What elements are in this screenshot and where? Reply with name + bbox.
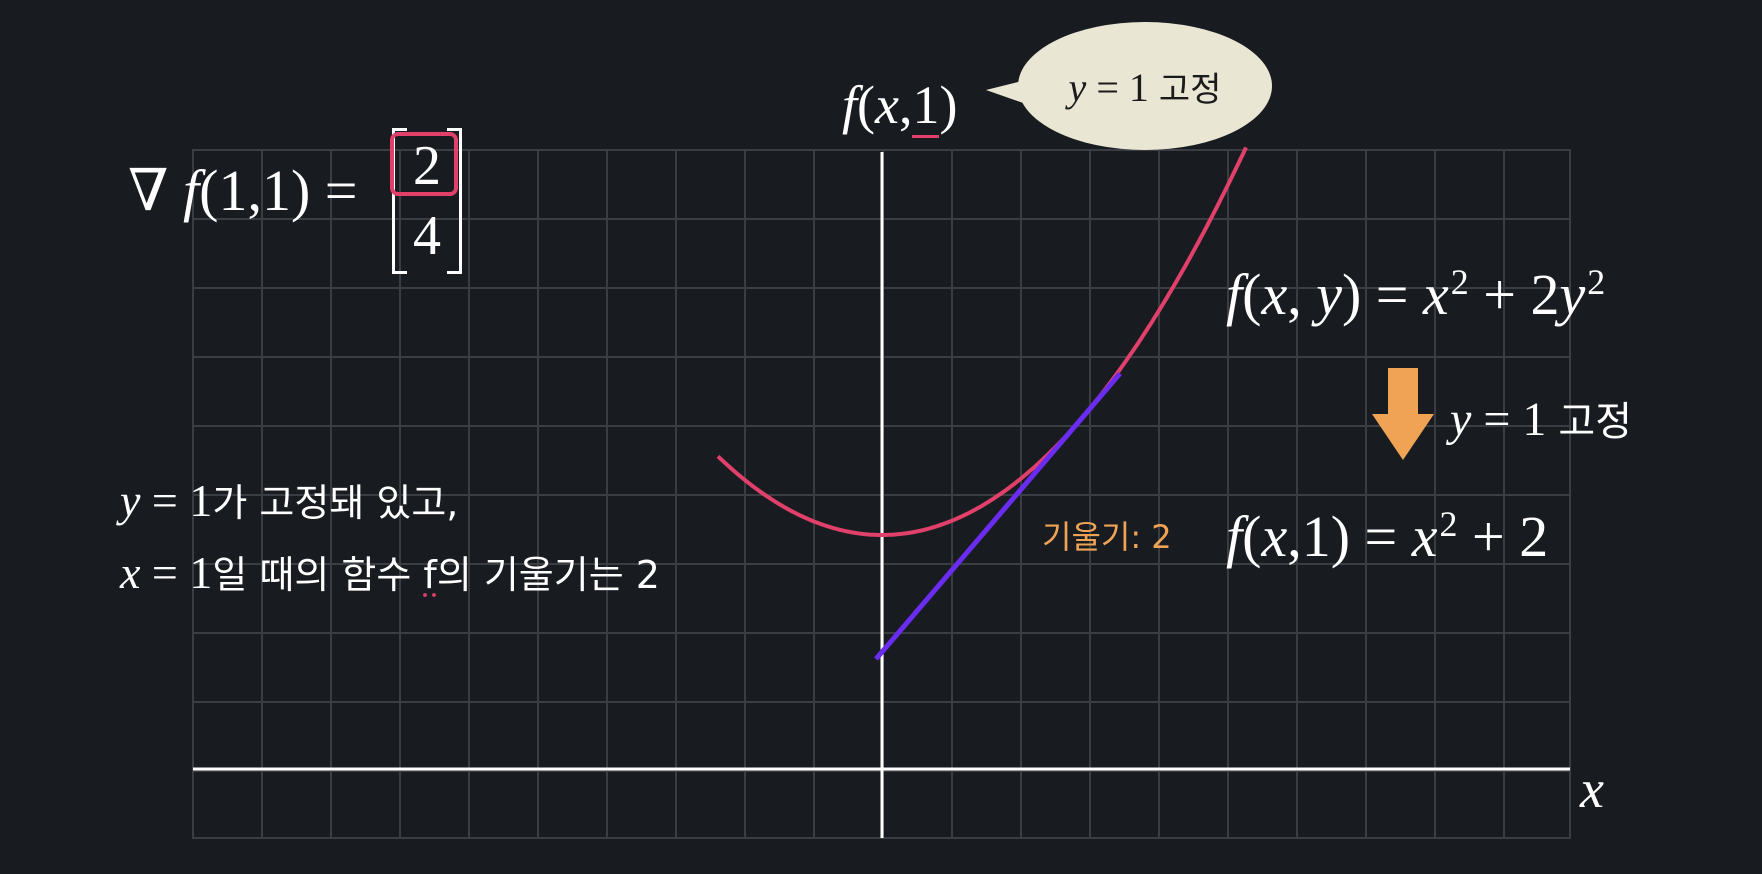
explain2-text-b: 의 기울기는 2 bbox=[436, 553, 660, 597]
explain2-text-a: 일 때의 함수 bbox=[212, 553, 424, 597]
curve-comma: , bbox=[898, 75, 913, 135]
bubble-eq: = 1 bbox=[1086, 65, 1159, 110]
gradient-args: (1,1) = bbox=[199, 158, 358, 223]
eq-fixed-func: f bbox=[1226, 504, 1243, 569]
eq-full-exp2: 2 bbox=[1587, 262, 1606, 303]
eq-fixed-equals: = bbox=[1350, 504, 1412, 569]
curve-fixed-value: 1 bbox=[912, 75, 940, 138]
explain1-var: y bbox=[120, 475, 141, 526]
left-bracket bbox=[392, 128, 407, 274]
eq-full-func: f bbox=[1226, 262, 1243, 327]
eq-fixed-rest: ,1) bbox=[1287, 504, 1351, 569]
gradient-vector: 2 4 bbox=[390, 128, 462, 274]
bubble-word: 고정 bbox=[1158, 70, 1222, 110]
equation-fixed: f(x,1) = x2 + 2 bbox=[1226, 506, 1548, 566]
down-arrow-icon bbox=[1372, 368, 1434, 460]
tangent-line bbox=[874, 371, 1122, 661]
eq-full-term1: x bbox=[1423, 262, 1449, 327]
explain2-eq: = 1 bbox=[140, 547, 213, 598]
eq-fixed-exp1: 2 bbox=[1439, 504, 1458, 545]
eq-fixed-plus: + 2 bbox=[1457, 504, 1549, 569]
x-axis-label: x bbox=[1580, 759, 1604, 819]
arrow-label: y = 1 고정 bbox=[1450, 396, 1632, 444]
arrow-label-var: y bbox=[1450, 393, 1472, 446]
explain1-text: 가 고정돼 있고, bbox=[212, 481, 459, 525]
eq-full-open: ( bbox=[1242, 262, 1262, 327]
explain2-f: f bbox=[423, 553, 437, 597]
curve-label: f(x,1) bbox=[842, 75, 958, 138]
gradient-y-component: 4 bbox=[413, 205, 441, 267]
eq-full-exp1: 2 bbox=[1450, 262, 1469, 303]
arrow-label-word: 고정 bbox=[1558, 399, 1632, 445]
slope-annotation: 기울기: 2 bbox=[1042, 518, 1172, 556]
eq-full-x: x bbox=[1261, 262, 1288, 327]
gradient-x-component: 2 bbox=[413, 135, 441, 197]
gradient-label: ∇ f(1,1) = bbox=[128, 162, 357, 220]
explain1-eq: = 1 bbox=[140, 475, 213, 526]
explain2-var: x bbox=[120, 547, 141, 598]
eq-full-term2: y bbox=[1559, 262, 1586, 327]
speech-bubble bbox=[1018, 22, 1272, 150]
parabola-curve bbox=[716, 146, 1248, 537]
equation-full: f(x, y) = x2 + 2y2 bbox=[1226, 264, 1605, 324]
nabla-symbol: ∇ bbox=[128, 158, 169, 223]
gradient-func: f bbox=[183, 158, 200, 223]
right-bracket bbox=[447, 128, 462, 274]
explanation-line-1: y = 1가 고정돼 있고, bbox=[120, 478, 458, 524]
gradient-x-highlight bbox=[390, 132, 458, 196]
bubble-var: y bbox=[1068, 65, 1087, 110]
eq-fixed-open: ( bbox=[1242, 504, 1262, 569]
eq-full-close: ) bbox=[1341, 262, 1362, 327]
eq-full-equals: = bbox=[1361, 262, 1423, 327]
curve-var-x: x bbox=[875, 75, 899, 135]
eq-fixed-x: x bbox=[1261, 504, 1288, 569]
speech-bubble-text: y = 1 고정 bbox=[1018, 68, 1272, 108]
curve-func: f bbox=[842, 75, 858, 135]
eq-fixed-term1: x bbox=[1411, 504, 1438, 569]
arrow-label-eq: = 1 bbox=[1471, 393, 1559, 446]
arrow-shaft bbox=[1388, 368, 1418, 416]
curve-paren-close: ) bbox=[939, 75, 958, 135]
explanation-line-2: x = 1일 때의 함수 f의 기울기는 2 bbox=[120, 550, 660, 596]
eq-full-plus: + 2 bbox=[1468, 262, 1560, 327]
arrow-head bbox=[1372, 414, 1434, 460]
curve-paren-open: ( bbox=[857, 75, 875, 135]
eq-full-comma: , bbox=[1287, 262, 1317, 327]
eq-full-y: y bbox=[1316, 262, 1342, 327]
